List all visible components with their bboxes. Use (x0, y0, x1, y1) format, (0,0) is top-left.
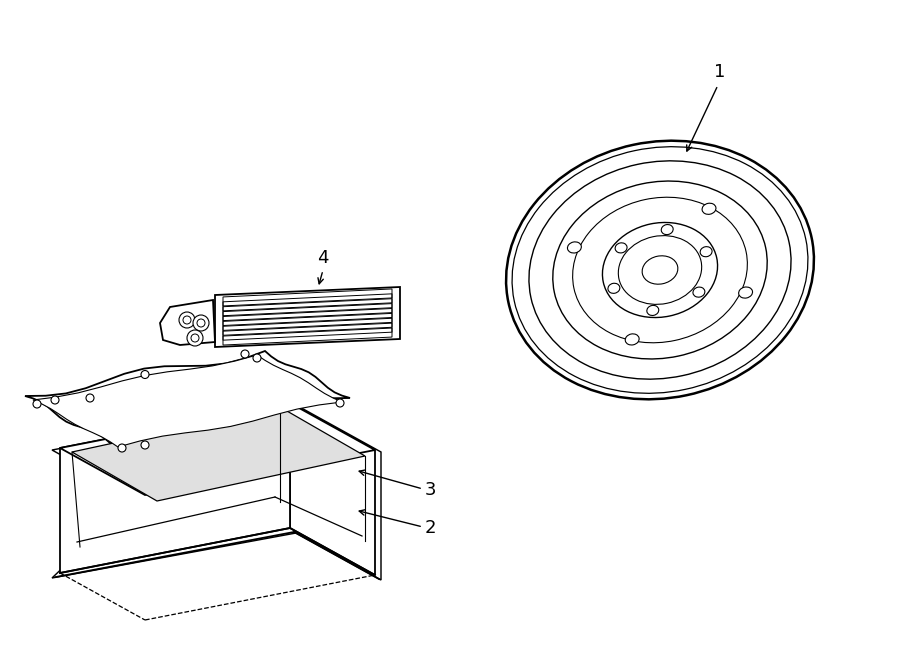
Circle shape (118, 444, 126, 452)
Circle shape (33, 400, 41, 408)
Circle shape (191, 334, 199, 342)
Circle shape (193, 315, 209, 331)
Ellipse shape (702, 203, 716, 214)
Ellipse shape (572, 197, 747, 343)
Text: 3: 3 (424, 481, 436, 499)
Polygon shape (160, 300, 215, 345)
Ellipse shape (643, 256, 678, 284)
Polygon shape (33, 355, 342, 447)
Ellipse shape (568, 242, 581, 253)
Circle shape (141, 441, 149, 449)
Polygon shape (72, 407, 365, 501)
Ellipse shape (700, 247, 712, 256)
Circle shape (187, 330, 203, 346)
Polygon shape (60, 403, 375, 495)
Text: 4: 4 (317, 249, 328, 267)
Ellipse shape (615, 243, 627, 253)
Polygon shape (60, 403, 290, 573)
Circle shape (86, 394, 94, 402)
Circle shape (183, 316, 191, 324)
Circle shape (336, 399, 344, 407)
Ellipse shape (529, 161, 791, 379)
Circle shape (141, 371, 149, 379)
Circle shape (179, 312, 195, 328)
Ellipse shape (506, 141, 814, 399)
Ellipse shape (739, 287, 752, 298)
Text: 1: 1 (715, 63, 725, 81)
Circle shape (253, 354, 261, 362)
Ellipse shape (662, 225, 673, 235)
Ellipse shape (647, 305, 659, 315)
Polygon shape (25, 351, 350, 443)
Ellipse shape (693, 287, 705, 297)
Circle shape (197, 319, 205, 327)
Ellipse shape (618, 235, 702, 304)
Ellipse shape (608, 284, 620, 293)
Polygon shape (215, 287, 400, 347)
Ellipse shape (553, 181, 767, 359)
Circle shape (241, 350, 249, 358)
Text: 2: 2 (424, 519, 436, 537)
Ellipse shape (512, 147, 808, 393)
Ellipse shape (602, 223, 717, 317)
Polygon shape (290, 403, 375, 575)
Circle shape (51, 396, 59, 404)
Ellipse shape (626, 334, 639, 345)
